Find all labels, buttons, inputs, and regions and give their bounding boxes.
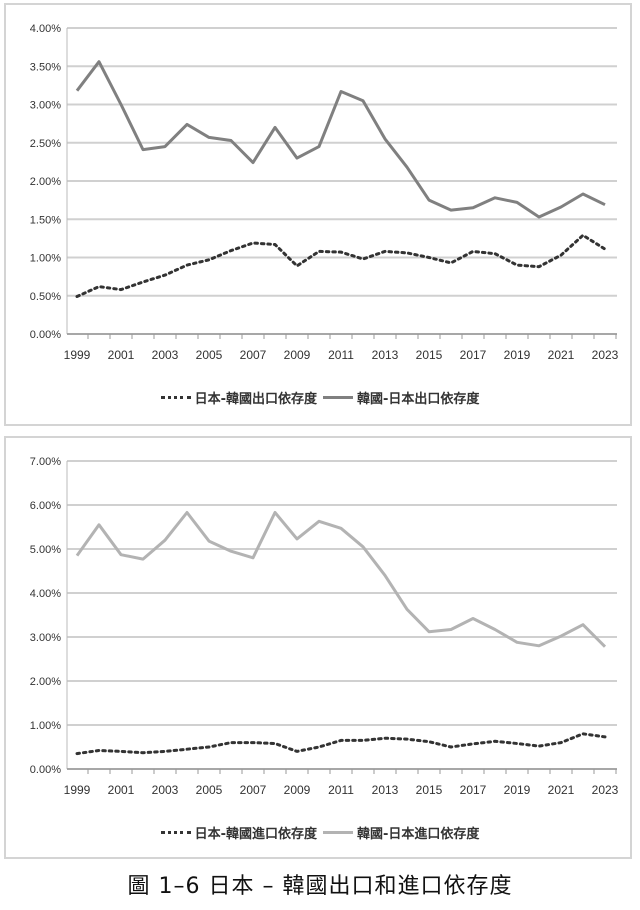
y-tick-label: 3.50% bbox=[30, 61, 61, 73]
x-tick-label: 2011 bbox=[328, 783, 354, 797]
x-tick-label: 2023 bbox=[592, 783, 619, 797]
solid-line-swatch-icon bbox=[323, 831, 353, 834]
y-tick-label: 0.00% bbox=[30, 764, 61, 776]
series-line-1 bbox=[75, 511, 607, 648]
x-tick-label: 2007 bbox=[240, 783, 267, 797]
y-tick-label: 3.00% bbox=[30, 632, 61, 644]
solid-line-swatch-icon bbox=[323, 396, 353, 399]
y-tick-label: 2.00% bbox=[30, 676, 61, 688]
x-tick-label: 2019 bbox=[504, 783, 531, 797]
x-tick-label: 2011 bbox=[328, 348, 354, 362]
import-dependency-chart: 0.00% 1.00% 2.00% 3.00% 4.00% 5.00% 6.00% 7.00%… bbox=[4, 436, 632, 859]
export-dependency-chart: 0.00% 0.50% 1.00% 1.50% 2.00% 2.50% 3.00% 3.50%… bbox=[4, 3, 632, 426]
series-line-0 bbox=[75, 732, 607, 756]
x-tick-label: 2015 bbox=[416, 783, 443, 797]
y-tick-label: 4.00% bbox=[30, 23, 61, 35]
x-tick-label: 2017 bbox=[460, 783, 487, 797]
figure-caption: 圖 1–6 日本 – 韓國出口和進口依存度 bbox=[127, 874, 513, 899]
x-tick-label: 2009 bbox=[284, 783, 311, 797]
legend-label: 日本-韓國進口依存度 bbox=[194, 827, 317, 842]
x-tick-label: 2009 bbox=[284, 348, 311, 362]
x-tick-label: 2021 bbox=[548, 783, 575, 797]
y-tick-label: 0.00% bbox=[30, 329, 61, 341]
x-tick-label: 2023 bbox=[592, 348, 619, 362]
x-tick-label: 2003 bbox=[152, 348, 179, 362]
x-tick-label: 2019 bbox=[504, 348, 531, 362]
x-tick-label: 2001 bbox=[108, 348, 135, 362]
y-tick-label: 1.50% bbox=[30, 214, 61, 226]
legend-label: 日本-韓國出口依存度 bbox=[194, 392, 317, 407]
x-tick-label: 2003 bbox=[152, 783, 179, 797]
x-tick-label: 2007 bbox=[240, 348, 267, 362]
y-tick-label: 1.00% bbox=[30, 720, 61, 732]
dotted-line-swatch-icon bbox=[160, 396, 191, 399]
x-tick-label: 2013 bbox=[372, 348, 399, 362]
legend-label: 韓國-日本進口依存度 bbox=[357, 827, 480, 842]
x-tick-label: 2005 bbox=[196, 783, 223, 797]
series-line-1 bbox=[75, 60, 606, 219]
y-tick-label: 5.00% bbox=[30, 544, 61, 556]
import-chart-svg: 0.00% 1.00% 2.00% 3.00% 4.00% 5.00% 6.00% 7.00%… bbox=[30, 456, 619, 797]
y-tick-label: 2.50% bbox=[30, 138, 61, 150]
legend-item-japan-korea-import: 日本-韓國進口依存度 bbox=[160, 823, 317, 842]
export-chart-legend: 日本-韓國出口依存度 韓國-日本出口依存度 bbox=[6, 388, 634, 407]
x-tick-label: 2015 bbox=[416, 348, 443, 362]
series-line-0 bbox=[75, 233, 607, 298]
x-tick-label: 2017 bbox=[460, 348, 487, 362]
y-tick-label: 3.00% bbox=[30, 100, 61, 112]
y-tick-label: 7.00% bbox=[30, 456, 61, 468]
export-chart-svg: 0.00% 0.50% 1.00% 1.50% 2.00% 2.50% 3.00% 3.50%… bbox=[30, 23, 619, 362]
y-tick-label: 6.00% bbox=[30, 500, 61, 512]
legend-item-japan-korea-export: 日本-韓國出口依存度 bbox=[160, 388, 317, 407]
x-tick-label: 2005 bbox=[196, 348, 223, 362]
y-tick-label: 0.50% bbox=[30, 291, 61, 303]
import-chart-legend: 日本-韓國進口依存度 韓國-日本進口依存度 bbox=[6, 823, 634, 842]
dotted-line-swatch-icon bbox=[160, 831, 191, 834]
x-tick-label: 2021 bbox=[548, 348, 575, 362]
y-tick-label: 4.00% bbox=[30, 588, 61, 600]
legend-item-korea-japan-import: 韓國-日本進口依存度 bbox=[323, 823, 479, 842]
x-tick-label: 2013 bbox=[372, 783, 399, 797]
legend-label: 韓國-日本出口依存度 bbox=[357, 392, 480, 407]
x-tick-label: 2001 bbox=[108, 783, 135, 797]
y-tick-label: 2.00% bbox=[30, 176, 61, 188]
x-tick-label: 1999 bbox=[64, 348, 91, 362]
legend-item-korea-japan-export: 韓國-日本出口依存度 bbox=[323, 388, 479, 407]
x-tick-label: 1999 bbox=[64, 783, 91, 797]
y-tick-label: 1.00% bbox=[30, 253, 61, 265]
